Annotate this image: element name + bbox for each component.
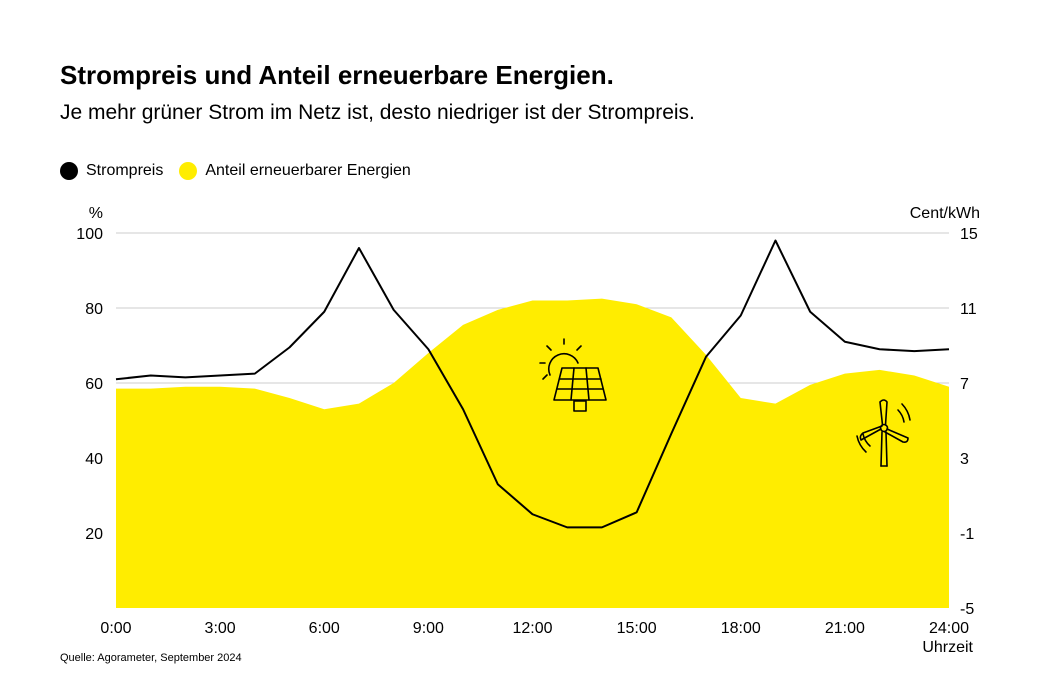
- source-note: Quelle: Agorameter, September 2024: [60, 652, 242, 664]
- y-left-tick-label: 80: [85, 301, 103, 318]
- x-tick-label: 15:00: [617, 620, 657, 637]
- solar-panel-icon: [539, 338, 607, 412]
- legend-swatch-price: [60, 162, 78, 180]
- y-right-unit: Cent/kWh: [910, 205, 980, 222]
- y-right-tick-label: 11: [960, 301, 977, 318]
- legend: Strompreis Anteil erneuerbarer Energien: [60, 162, 427, 180]
- y-left-tick-label: 60: [85, 376, 103, 393]
- x-tick-label: 12:00: [512, 620, 552, 637]
- price-line: [115, 239, 950, 529]
- y-left-unit: %: [89, 205, 103, 222]
- y-right-tick-label: 7: [960, 376, 969, 393]
- x-tick-label: 21:00: [825, 620, 865, 637]
- legend-item-renewables: Anteil erneuerbarer Energien: [179, 162, 411, 180]
- legend-swatch-renewables: [179, 162, 198, 180]
- price-line-layer: [115, 239, 950, 529]
- y-right-tick-label: 3: [960, 451, 969, 468]
- x-tick-label: 6:00: [309, 620, 340, 637]
- axes: 20 40 60 80 100 -5 -1 3 7 11 15% Cent/kWh 0:00 3:00 6:…: [76, 205, 980, 656]
- y-left-tick-label: 40: [85, 451, 103, 468]
- x-axis-label: Uhrzeit: [922, 639, 973, 656]
- renewables-area-layer: [116, 298, 949, 608]
- legend-label-price: Strompreis: [86, 162, 164, 179]
- x-tick-label: 0:00: [100, 620, 131, 637]
- y-left-tick-label: 100: [76, 226, 103, 243]
- y-left-tick-label: 20: [85, 526, 103, 543]
- legend-item-price: Strompreis: [60, 162, 163, 180]
- wind-turbine-icon: [856, 399, 911, 467]
- x-tick-label: 18:00: [721, 620, 761, 637]
- chart-title: Strompreis und Anteil erneuerbare Energi…: [60, 60, 614, 90]
- x-tick-label: 24:00: [929, 620, 969, 637]
- y-right-tick-label: 15: [960, 226, 978, 243]
- y-right-tick-label: -5: [960, 601, 974, 618]
- legend-label-renewables: Anteil erneuerbarer Energien: [205, 162, 411, 179]
- x-tick-label: 9:00: [413, 620, 444, 637]
- x-tick-label: 3:00: [205, 620, 236, 637]
- chart-subtitle: Je mehr grüner Strom im Netz ist, desto …: [60, 101, 695, 124]
- y-right-tick-label: -1: [960, 526, 974, 543]
- renewables-area: [116, 298, 949, 608]
